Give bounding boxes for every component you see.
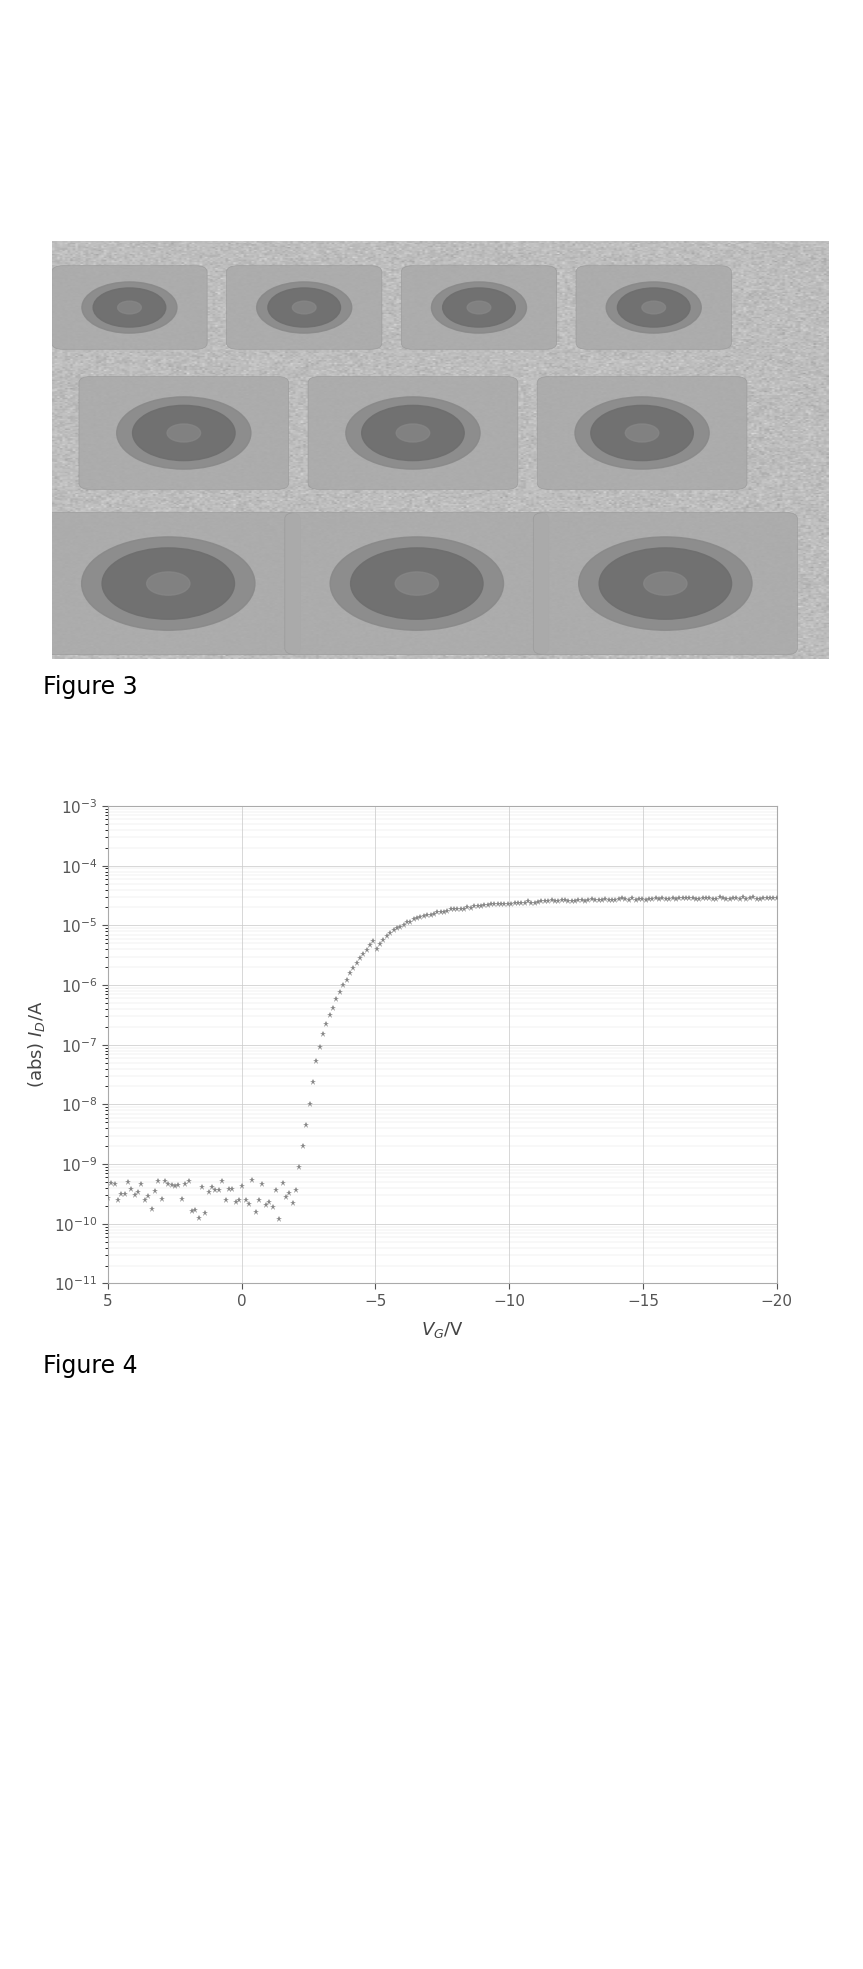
Circle shape: [395, 571, 438, 595]
FancyBboxPatch shape: [401, 266, 557, 349]
Circle shape: [102, 547, 235, 618]
Circle shape: [432, 282, 526, 333]
Circle shape: [268, 287, 341, 327]
FancyBboxPatch shape: [79, 376, 289, 490]
Circle shape: [117, 301, 142, 313]
Circle shape: [117, 398, 251, 469]
Circle shape: [331, 538, 503, 630]
Circle shape: [167, 423, 200, 441]
Circle shape: [606, 282, 702, 333]
Circle shape: [599, 547, 732, 618]
Circle shape: [256, 282, 352, 333]
Circle shape: [93, 287, 166, 327]
FancyBboxPatch shape: [576, 266, 732, 349]
Circle shape: [82, 282, 177, 333]
FancyBboxPatch shape: [52, 266, 207, 349]
Circle shape: [396, 423, 430, 441]
Circle shape: [147, 571, 190, 595]
FancyBboxPatch shape: [36, 512, 300, 654]
FancyBboxPatch shape: [308, 376, 518, 490]
Text: Figure 3: Figure 3: [43, 675, 138, 699]
Circle shape: [642, 301, 665, 313]
Circle shape: [617, 287, 690, 327]
X-axis label: $V_G$/V: $V_G$/V: [421, 1319, 463, 1341]
FancyBboxPatch shape: [285, 512, 549, 654]
Text: Figure 4: Figure 4: [43, 1355, 138, 1378]
Circle shape: [575, 398, 709, 469]
Circle shape: [467, 301, 491, 313]
Circle shape: [346, 398, 480, 469]
Circle shape: [626, 423, 658, 441]
Circle shape: [644, 571, 687, 595]
Circle shape: [579, 538, 752, 630]
Circle shape: [350, 547, 483, 618]
Circle shape: [591, 406, 693, 461]
Circle shape: [133, 406, 235, 461]
Circle shape: [82, 538, 255, 630]
FancyBboxPatch shape: [533, 512, 797, 654]
Circle shape: [443, 287, 515, 327]
Circle shape: [293, 301, 316, 313]
FancyBboxPatch shape: [537, 376, 747, 490]
Y-axis label: (abs) $I_D$/A: (abs) $I_D$/A: [26, 1000, 47, 1089]
FancyBboxPatch shape: [226, 266, 382, 349]
Circle shape: [362, 406, 464, 461]
